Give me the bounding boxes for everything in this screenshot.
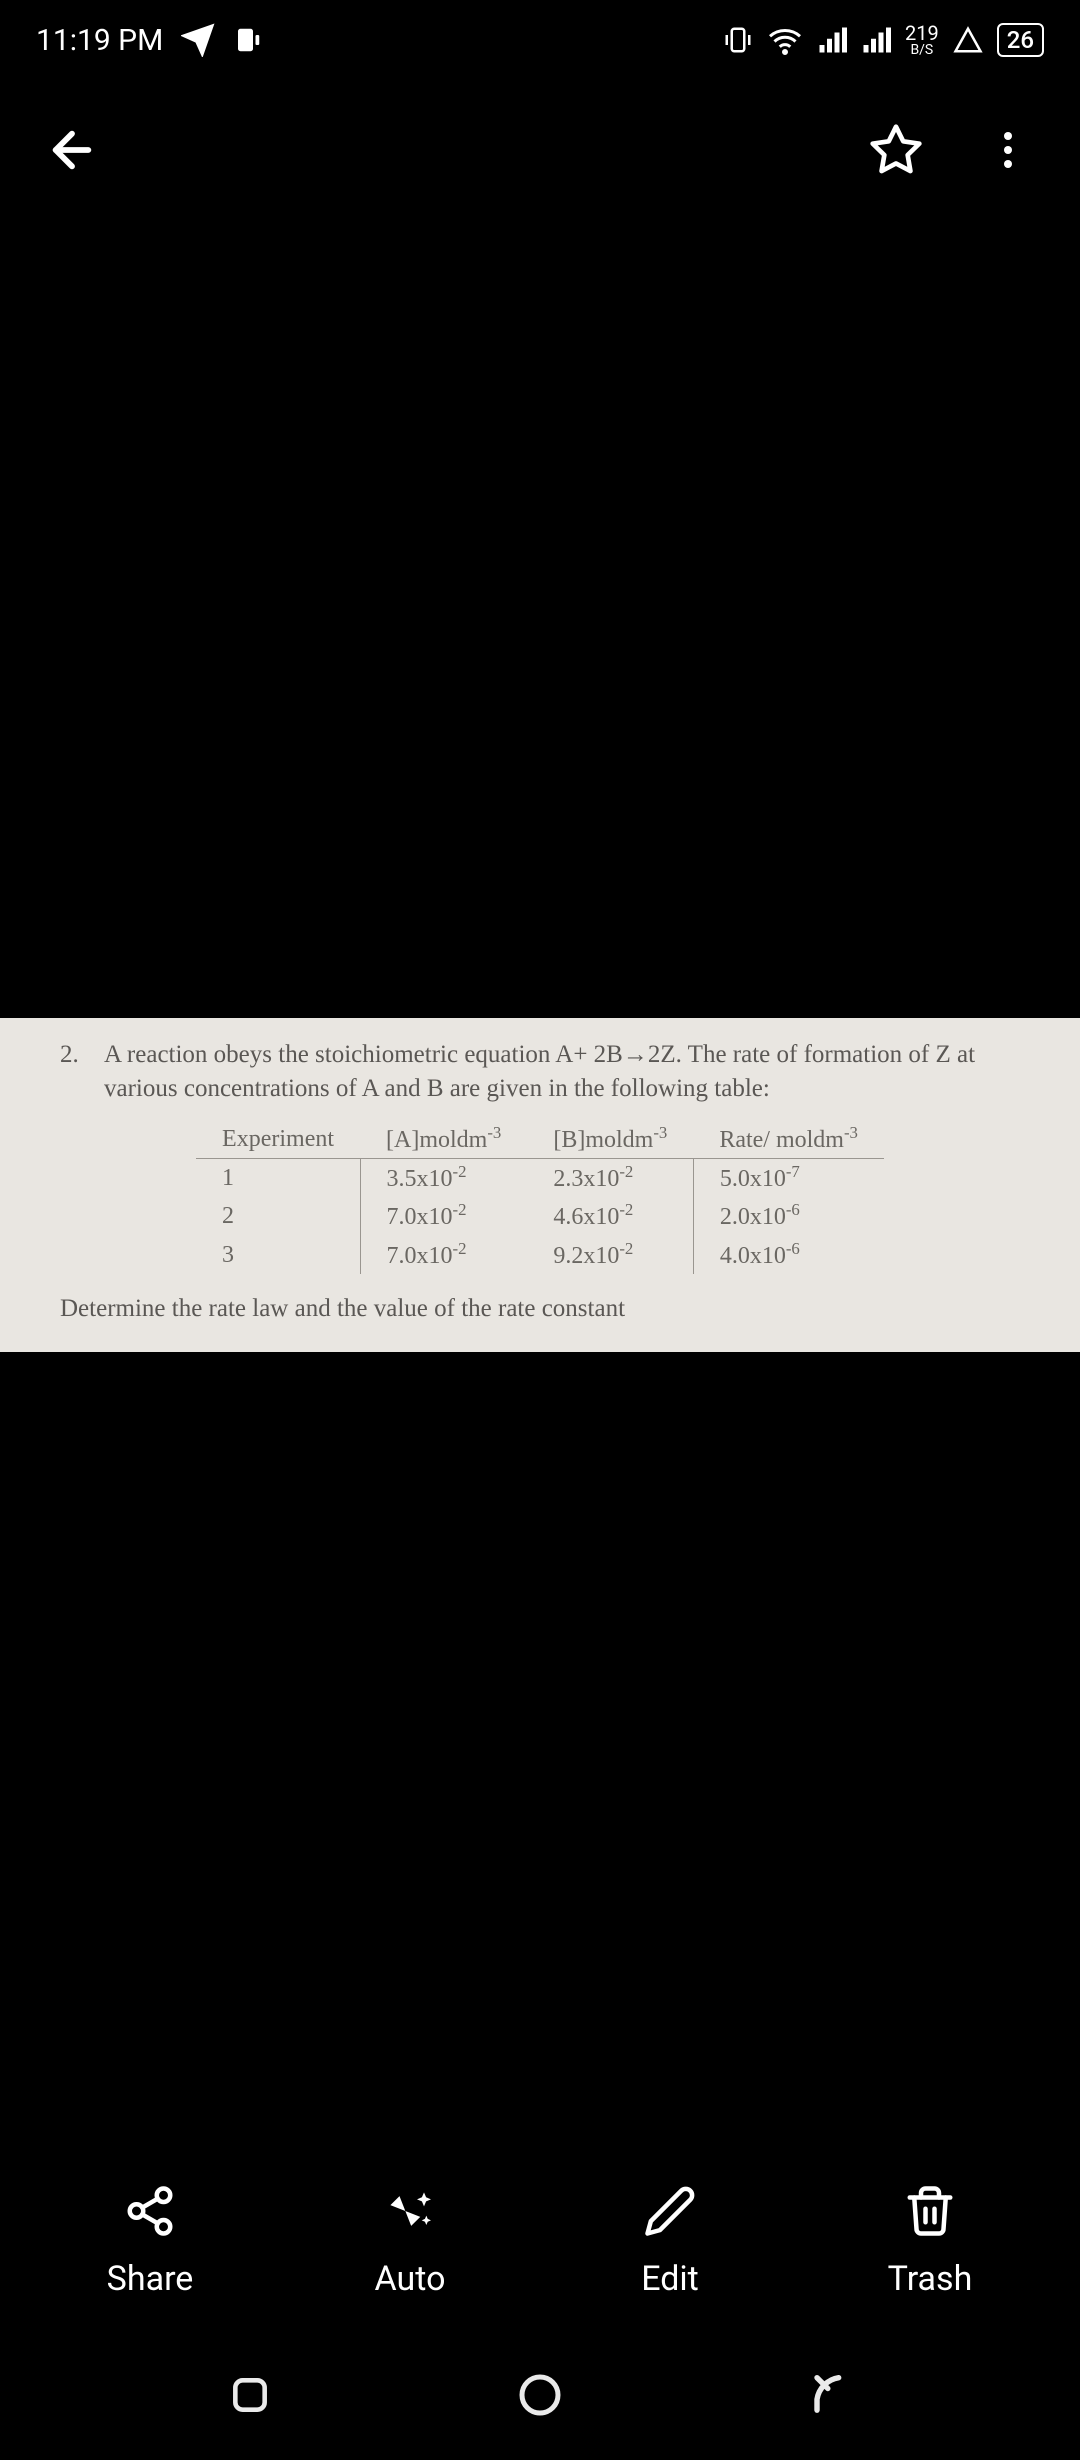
back-button[interactable]: [36, 114, 108, 186]
system-nav-bar: [0, 2330, 1080, 2460]
net-speed: 219 B/S: [905, 23, 939, 57]
photo-content: 2. A reaction obeys the stoichiometric e…: [0, 1018, 1080, 1352]
status-bar: 11:19 PM 219 B/S 26: [0, 0, 1080, 80]
share-label: Share: [107, 2259, 194, 2299]
trash-icon: [900, 2181, 960, 2241]
telegram-icon: [181, 23, 215, 57]
app-bar: [0, 80, 1080, 220]
determine-text: Determine the rate law and the value of …: [60, 1292, 1020, 1326]
th-rate: Rate/ moldm-3: [693, 1120, 884, 1159]
signal-icon-2: [861, 25, 891, 55]
nav-recent-button[interactable]: [210, 2355, 290, 2435]
data-table: Experiment [A]moldm-3 [B]moldm-3 Rate/ m…: [196, 1120, 884, 1275]
table-row: 27.0x10-24.6x10-22.0x10-6: [196, 1197, 884, 1235]
trash-label: Trash: [888, 2259, 973, 2299]
question-line1: A reaction obeys the stoichiometric equa…: [104, 1038, 975, 1072]
question-number: 2.: [60, 1038, 88, 1106]
favorite-button[interactable]: [860, 114, 932, 186]
question-line2: various concentrations of A and B are gi…: [104, 1072, 975, 1106]
th-a: [A]moldm-3: [360, 1120, 527, 1159]
auto-label: Auto: [375, 2259, 446, 2299]
share-icon: [120, 2181, 180, 2241]
status-time: 11:19 PM: [36, 23, 163, 58]
share-button[interactable]: Share: [50, 2181, 250, 2299]
nav-back-button[interactable]: [790, 2355, 870, 2435]
status-right: 219 B/S 26: [723, 22, 1044, 58]
th-experiment: Experiment: [196, 1120, 360, 1159]
more-options-button[interactable]: [972, 114, 1044, 186]
auto-button[interactable]: Auto: [310, 2181, 510, 2299]
edit-button[interactable]: Edit: [570, 2181, 770, 2299]
edit-label: Edit: [641, 2259, 699, 2299]
triangle-icon: [953, 25, 983, 55]
wifi-icon: [767, 22, 803, 58]
trash-button[interactable]: Trash: [830, 2181, 1030, 2299]
auto-icon: [380, 2181, 440, 2241]
vibrate-icon: [723, 23, 753, 57]
notification-icon: [233, 25, 263, 55]
th-b: [B]moldm-3: [527, 1120, 693, 1159]
net-speed-unit: B/S: [905, 43, 939, 57]
table-row: 37.0x10-29.2x10-24.0x10-6: [196, 1236, 884, 1274]
status-left: 11:19 PM: [36, 23, 263, 58]
nav-home-button[interactable]: [500, 2355, 580, 2435]
signal-icon-1: [817, 25, 847, 55]
battery-level: 26: [997, 23, 1044, 57]
edit-icon: [640, 2181, 700, 2241]
photo-viewer[interactable]: 2. A reaction obeys the stoichiometric e…: [0, 220, 1080, 2150]
table-row: 13.5x10-22.3x10-25.0x10-7: [196, 1158, 884, 1197]
bottom-actions: Share Auto Edit Trash: [0, 2150, 1080, 2330]
